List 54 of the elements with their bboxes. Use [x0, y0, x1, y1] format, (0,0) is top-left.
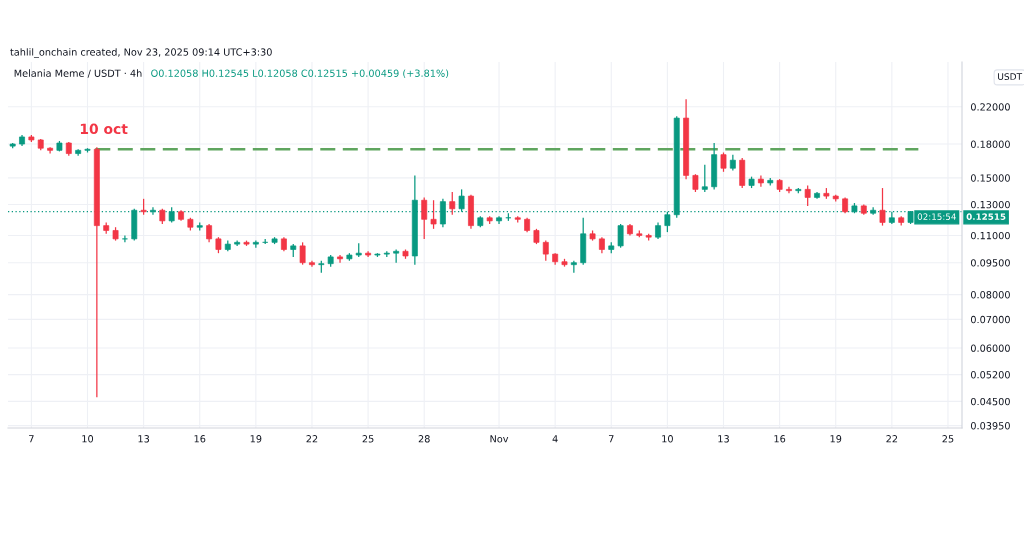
x-tick-label: 7: [608, 435, 614, 443]
x-tick-label: 13: [718, 435, 729, 443]
y-tick-label: 0.05200: [970, 371, 1010, 379]
candlestick: [804, 184, 811, 207]
y-tick-label: 0.06000: [970, 344, 1010, 352]
candlestick: [421, 196, 428, 240]
text: tahlil_onchain created, Nov 23, 2025 09:14 UTC+3:30: [10, 48, 272, 58]
y-tick-label: 0.09500: [970, 259, 1010, 267]
x-tick-label: 16: [194, 435, 206, 443]
text: O0.12058 H0.12545 L0.12058 C0.12515 +0.00459 (+3.81%): [151, 69, 449, 79]
candlestick: [439, 198, 446, 228]
x-tick-label: 25: [942, 435, 954, 443]
x-tick-label: 19: [830, 435, 842, 443]
x-tick-label: 28: [418, 435, 430, 443]
candlestick: [617, 223, 624, 249]
candlestick: [701, 164, 708, 193]
y-tick-label: 0.13000: [970, 200, 1010, 209]
candlestick: [430, 199, 437, 230]
x-tick-label: 4: [552, 435, 558, 443]
x-tick-label: 19: [250, 435, 262, 443]
x-tick-label: 7: [29, 435, 34, 443]
candlestick: [570, 260, 577, 274]
y-tick-label: 0.08000: [970, 291, 1010, 299]
candlestick: [47, 146, 54, 155]
x-tick-label: 16: [774, 435, 786, 443]
y-tick-label: 0.11000: [970, 231, 1010, 240]
y-tick-label: 0.22000: [970, 103, 1010, 111]
candlestick: [299, 241, 306, 266]
candlestick: [720, 151, 727, 173]
x-tick-label: 22: [306, 435, 318, 443]
candlestick: [337, 254, 343, 264]
annotation: 10 oct: [80, 123, 128, 135]
x-tick-label: 10: [662, 435, 673, 443]
annotation: 02:15:54: [917, 213, 956, 220]
y-tick-label: 0.04500: [970, 397, 1010, 406]
ref-line-label: 0.12515: [966, 213, 1006, 220]
candlestick: [393, 248, 400, 264]
x-tick-label: 13: [138, 435, 150, 443]
y-axis-title: USDT: [998, 73, 1023, 80]
candlestick: [879, 187, 886, 227]
candlestick: [121, 234, 128, 243]
candlestick: [449, 191, 456, 216]
x-tick-label: 22: [886, 435, 898, 443]
candlestick: [542, 239, 549, 262]
text: Melania Meme / USDT · 4h: [14, 69, 142, 78]
x-tick-label: 25: [362, 435, 374, 443]
x-tick-label: Nov: [490, 435, 509, 443]
x-tick-label: 10: [82, 435, 94, 443]
y-tick-label: 0.03950: [970, 422, 1010, 430]
candlestick: [786, 186, 792, 194]
y-tick-label: 0.15000: [970, 174, 1010, 182]
y-tick-label: 0.18000: [970, 140, 1010, 148]
candlestick: [206, 223, 213, 243]
y-tick-label: 0.07000: [970, 315, 1010, 324]
